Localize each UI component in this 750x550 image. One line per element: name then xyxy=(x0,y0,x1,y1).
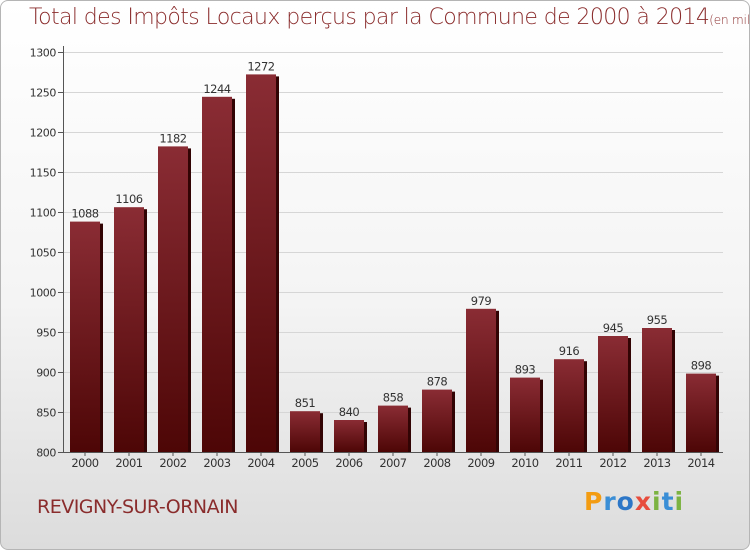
y-tick-label: 1100 xyxy=(30,207,57,220)
logo-letter: i xyxy=(674,487,685,516)
axes: 800 850 900 950 1000 1050 1100 1150 1200 1250 1300 xyxy=(30,46,723,460)
x-tick-label: 2008 xyxy=(423,456,450,470)
bar-2006 xyxy=(334,420,364,452)
value-label: 1244 xyxy=(203,82,230,96)
y-tick-label: 950 xyxy=(36,327,56,340)
x-tick-label: 2000 xyxy=(71,456,98,470)
y-tick-label: 850 xyxy=(36,407,56,420)
y-tick-label: 1000 xyxy=(30,287,57,300)
bar-side xyxy=(540,379,543,452)
commune-name: REVIGNY-SUR-ORNAIN xyxy=(37,496,238,518)
value-label: 878 xyxy=(427,375,448,389)
bar-side xyxy=(144,209,147,452)
y-tick-label: 1250 xyxy=(30,87,57,100)
y-tick-label: 1300 xyxy=(30,47,57,60)
bar-2008 xyxy=(422,389,452,452)
value-label: 955 xyxy=(647,313,668,327)
chart-unit: (en milliers d'€) xyxy=(709,13,750,27)
value-label: 1182 xyxy=(159,131,186,145)
x-tick-label: 2001 xyxy=(115,456,142,470)
x-tick-label: 2006 xyxy=(335,456,362,470)
bar-side xyxy=(628,338,631,452)
logo-letter: o xyxy=(616,487,635,516)
logo-letter: x xyxy=(634,487,652,516)
x-tick-label: 2012 xyxy=(599,456,626,470)
x-tick-label: 2009 xyxy=(467,456,494,470)
bar-2000 xyxy=(70,221,100,452)
bar-side xyxy=(452,391,455,452)
value-label: 851 xyxy=(295,396,316,410)
bar-side xyxy=(188,148,191,452)
bar-side xyxy=(716,375,719,452)
chart-title: Total des Impôts Locaux perçus par la Co… xyxy=(29,5,750,30)
bar-side xyxy=(276,76,279,453)
value-label: 1106 xyxy=(115,192,142,206)
bar-2012 xyxy=(598,336,628,452)
bar-side xyxy=(320,413,323,452)
value-label: 916 xyxy=(559,344,580,358)
y-tick-label: 900 xyxy=(36,367,56,380)
value-label: 898 xyxy=(691,359,712,373)
bar-2009 xyxy=(466,308,496,452)
bar-side xyxy=(672,330,675,452)
bar-2010 xyxy=(510,377,540,452)
bar-2005 xyxy=(290,411,320,452)
bar-side xyxy=(100,223,103,452)
bar-side xyxy=(496,310,499,452)
value-label: 893 xyxy=(515,363,536,377)
bars xyxy=(70,74,719,453)
x-tick-label: 2010 xyxy=(511,456,538,470)
y-tick-label: 1200 xyxy=(30,127,57,140)
bar-side xyxy=(364,422,367,452)
x-tick-label: 2004 xyxy=(247,456,274,470)
logo-letter: i xyxy=(652,487,662,516)
bar-2001 xyxy=(114,207,144,452)
x-tick-label: 2005 xyxy=(291,456,318,470)
value-label: 1272 xyxy=(247,59,274,73)
bar-2011 xyxy=(554,359,584,452)
x-tick-label: 2014 xyxy=(687,456,714,470)
logo-letter: P xyxy=(584,487,604,516)
x-tick-label: 2003 xyxy=(203,456,230,470)
x-tick-label: 2011 xyxy=(555,456,582,470)
bar-2007 xyxy=(378,405,408,452)
bar-2004 xyxy=(246,74,276,453)
bar-2013 xyxy=(642,328,672,452)
bar-side xyxy=(408,407,411,452)
bar-2003 xyxy=(202,96,232,453)
bar-side xyxy=(584,361,587,452)
bar-2014 xyxy=(686,373,716,452)
x-tick-label: 2007 xyxy=(379,456,406,470)
labels: 1088 2000 1106 2001 1182 2002 1244 2003 1272 2004… xyxy=(71,59,715,470)
logo-letter: t xyxy=(661,487,675,516)
value-label: 945 xyxy=(603,321,624,335)
value-label: 979 xyxy=(471,294,492,308)
bar-2002 xyxy=(158,146,188,452)
bar-side xyxy=(232,98,235,453)
value-label: 840 xyxy=(339,405,360,419)
value-label: 858 xyxy=(383,391,404,405)
chart-title-text: Total des Impôts Locaux perçus par la Co… xyxy=(29,5,710,30)
y-tick-label: 1150 xyxy=(30,167,57,180)
proxiti-logo[interactable]: Proxiti xyxy=(584,487,684,516)
x-tick-label: 2013 xyxy=(643,456,670,470)
y-tick-label: 800 xyxy=(36,447,56,460)
x-tick-label: 2002 xyxy=(159,456,186,470)
value-label: 1088 xyxy=(71,207,98,221)
y-tick-label: 1050 xyxy=(30,247,57,260)
logo-letter: r xyxy=(603,487,617,516)
